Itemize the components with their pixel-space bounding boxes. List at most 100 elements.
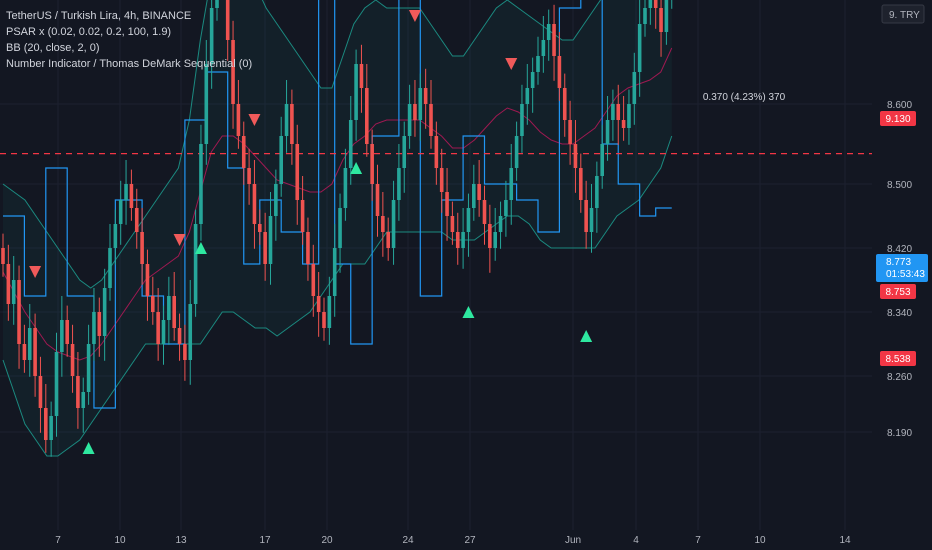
level-badge-mid-text: 8.753 <box>885 287 910 298</box>
candle-body <box>348 120 353 168</box>
buy-signal-marker <box>82 442 95 454</box>
candle-body <box>589 208 594 232</box>
time-tick: 17 <box>259 535 271 546</box>
candle-body <box>546 24 551 40</box>
candle-body <box>509 168 514 200</box>
currency-prefix: 9. <box>889 10 897 21</box>
candle-body <box>225 0 230 40</box>
candle-body <box>263 232 267 264</box>
candle-body <box>332 248 337 296</box>
candle-body <box>65 320 69 344</box>
buy-signal-marker <box>580 330 593 342</box>
psar-step-line <box>3 0 672 409</box>
candle-body <box>129 184 134 208</box>
candle-body <box>621 120 626 128</box>
bb-basis-line <box>2 47 673 361</box>
candle-body <box>418 88 423 120</box>
candle-body <box>579 168 583 200</box>
price-axis[interactable]: 9. TRY 9.3009.2009.1009.0008.9008.8008.6… <box>872 0 932 530</box>
candle-body <box>290 104 294 144</box>
candle-body <box>247 168 251 184</box>
psar-line <box>3 0 672 409</box>
candle-body <box>343 168 348 208</box>
candle-body <box>493 232 497 248</box>
candle-body <box>536 56 540 72</box>
sell-signal-marker <box>505 58 518 70</box>
candle-body <box>151 296 155 312</box>
candle-body <box>653 0 658 8</box>
candle-body <box>659 8 663 32</box>
candle-body <box>461 232 465 248</box>
bb-legend[interactable]: BB (20, close, 2, 0) <box>6 42 100 54</box>
level-badge-mid <box>880 284 916 299</box>
candle-body <box>209 8 214 64</box>
psar-legend[interactable]: PSAR x (0.02, 0.02, 0.2, 100, 1.9) <box>6 26 172 38</box>
candle-body <box>391 200 396 248</box>
price-tick: 8.600 <box>887 100 912 111</box>
time-axis[interactable]: 7 10 13 17 20 24 27 Jun 4 7 10 14 <box>0 530 932 550</box>
candle-body <box>268 216 273 264</box>
candle-body <box>81 392 86 408</box>
candle-body <box>423 88 428 104</box>
candle-body <box>445 192 449 216</box>
candle-body <box>236 104 241 136</box>
candle-body <box>27 328 32 360</box>
level-badge-high-text: 9.130 <box>885 114 910 125</box>
time-tick: 7 <box>55 535 61 546</box>
candle-body <box>124 184 128 200</box>
current-price-badge <box>876 254 928 282</box>
buy-signal-marker <box>462 306 475 318</box>
candle-body <box>274 184 278 216</box>
horizontal-levels[interactable] <box>0 0 880 155</box>
candle-body <box>429 104 433 136</box>
candle-body <box>60 320 64 352</box>
candle-body <box>102 288 107 336</box>
candle-body <box>70 344 75 376</box>
candle-body <box>648 0 653 8</box>
candle-body <box>306 232 310 264</box>
candle-body <box>172 296 176 328</box>
td-signals <box>29 10 593 454</box>
td-legend[interactable]: Number Indicator / Thomas DeMark Sequent… <box>6 58 253 70</box>
candle-body <box>311 264 316 296</box>
candle-body <box>161 320 166 344</box>
candle-body <box>530 72 535 88</box>
currency-selector[interactable] <box>881 4 925 24</box>
candle-body <box>562 88 567 120</box>
candle-body <box>156 312 160 344</box>
time-tick: 4 <box>633 535 639 546</box>
candle-body <box>183 344 187 360</box>
candle-body <box>33 328 37 376</box>
candle-body <box>381 216 385 232</box>
candle-body <box>76 376 80 408</box>
current-price-text: 8.773 <box>886 257 911 268</box>
currency-label[interactable]: TRY <box>900 10 920 21</box>
time-tick: 10 <box>754 535 766 546</box>
candle-body <box>279 136 283 184</box>
candle-body <box>322 312 326 328</box>
candle-body <box>1 248 5 264</box>
bb-fill <box>3 0 672 456</box>
candle-body <box>611 104 615 120</box>
candle-body <box>541 40 546 56</box>
candle-body <box>134 208 139 232</box>
candle-body <box>643 8 647 24</box>
candle-body <box>488 224 492 248</box>
candle-body <box>359 64 364 88</box>
candle-body <box>664 0 669 32</box>
candle-body <box>177 328 182 344</box>
candle-body <box>616 104 621 120</box>
candle-body <box>632 72 637 104</box>
sell-signal-marker <box>248 114 261 126</box>
price-range-measure[interactable]: 0.370 (4.23%) 370 <box>703 0 786 103</box>
candle-body <box>450 216 455 232</box>
candle-body <box>118 200 123 224</box>
sell-signal-marker <box>29 266 42 278</box>
candle-body <box>472 184 476 208</box>
candle-body <box>204 64 209 144</box>
candle-body <box>38 376 43 408</box>
candle-body <box>520 104 524 136</box>
bb-lower-line <box>2 135 673 457</box>
symbol-title[interactable]: TetherUS / Turkish Lira, 4h, BINANCE <box>6 10 192 22</box>
